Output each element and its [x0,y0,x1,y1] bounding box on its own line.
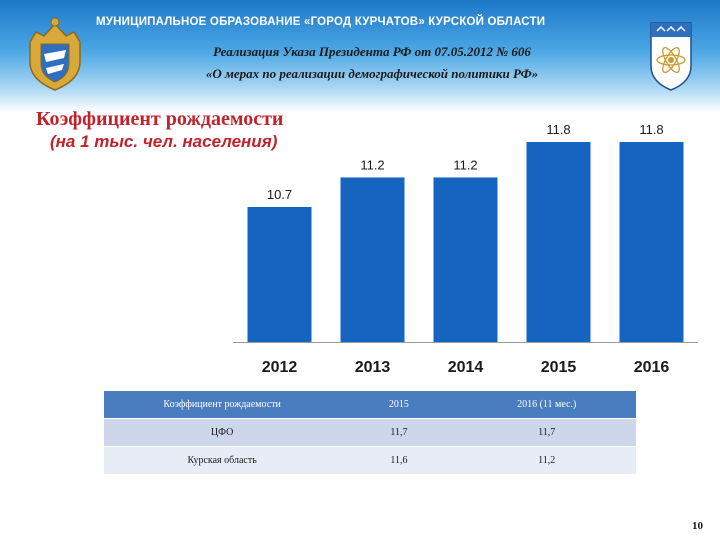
x-tick-label: 2013 [355,359,391,376]
bar-2016 [619,142,684,342]
decree-line-2: «О мерах по реализации демографической п… [205,66,539,81]
table-header-cell: 2016 (11 мес.) [457,390,636,419]
bar-value-label: 11.2 [360,157,384,172]
table-cell: 11,7 [457,418,636,447]
chart-title: Коэффициент рождаемости [36,108,284,130]
bar-2012 [247,207,312,342]
table-row: ЦФО 11,7 11,7 [104,418,636,447]
table-header-cell: 2015 [340,390,458,419]
table-header-cell: Коэффициент рождаемости [104,390,341,419]
bar-2013 [340,177,405,342]
table-cell: 11,6 [340,446,458,474]
table-cell: ЦФО [104,418,341,447]
bar-2014 [433,177,498,342]
x-tick-label: 2012 [262,359,298,376]
bar-2015 [526,142,591,342]
header-banner [0,0,720,112]
table-header-row: Коэффициент рождаемости 2015 2016 (11 ме… [104,390,636,419]
decree-line-1: Реализация Указа Президента РФ от 07.05.… [213,44,531,59]
org-title: МУНИЦИПАЛЬНОЕ ОБРАЗОВАНИЕ «ГОРОД КУРЧАТО… [96,16,546,28]
bar-value-label: 11.8 [639,122,663,137]
page-number: 10 [692,520,703,532]
x-tick-label: 2016 [634,359,670,376]
table-cell: 11,7 [340,418,458,447]
table-cell: Курская область [104,446,341,474]
x-tick-label: 2015 [541,359,577,376]
kurchatov-city-emblem-icon [650,22,692,91]
table-row: Курская область 11,6 11,2 [104,446,636,474]
bar-value-label: 11.8 [546,122,570,137]
x-tick-label: 2014 [448,359,484,376]
chart-subtitle: (на 1 тыс. чел. населения) [50,132,278,151]
table-cell: 11,2 [457,446,636,474]
kursk-oblast-emblem-icon [29,17,81,91]
bar-value-label: 11.2 [453,157,477,172]
bar-value-label: 10.7 [267,187,292,202]
birth-rate-comparison-table: Коэффициент рождаемости 2015 2016 (11 ме… [104,390,636,474]
